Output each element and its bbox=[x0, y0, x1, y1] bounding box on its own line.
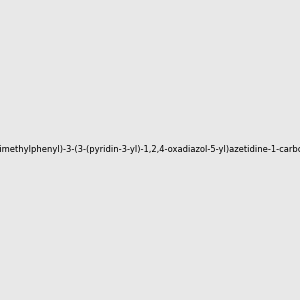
Text: N-(3,4-dimethylphenyl)-3-(3-(pyridin-3-yl)-1,2,4-oxadiazol-5-yl)azetidine-1-carb: N-(3,4-dimethylphenyl)-3-(3-(pyridin-3-y… bbox=[0, 146, 300, 154]
